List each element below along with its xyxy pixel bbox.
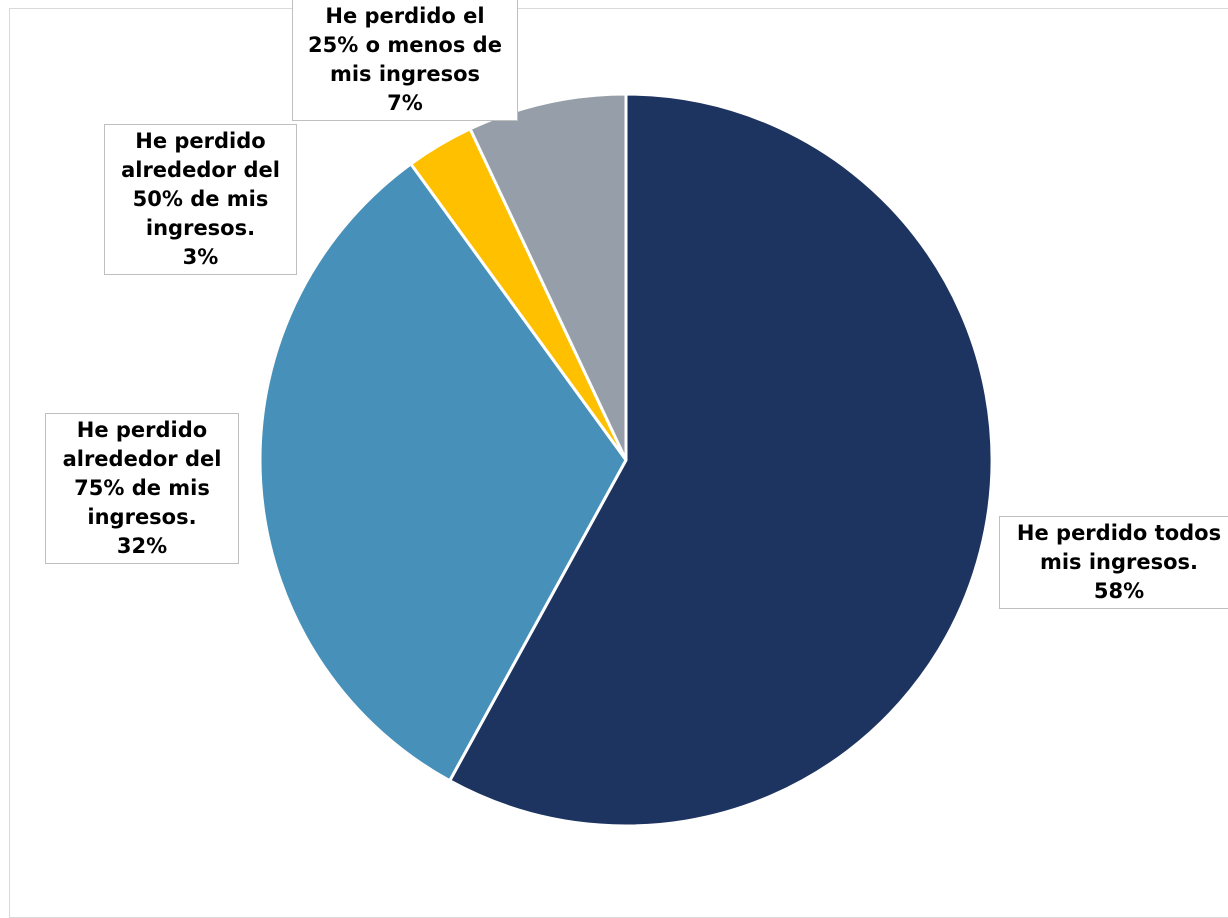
data-label-75: He perdido alrededor del 75% de mis ingr… xyxy=(45,413,239,564)
data-label-50-text: He perdido alrededor del 50% de mis ingr… xyxy=(121,129,280,240)
pie-slice-4 xyxy=(468,92,628,462)
data-label-50: He perdido alrededor del 50% de mis ingr… xyxy=(104,124,297,275)
data-label-25-value: 7% xyxy=(387,91,423,115)
data-label-todos: He perdido todos mis ingresos. 58% xyxy=(999,516,1228,609)
data-label-75-value: 32% xyxy=(116,534,168,558)
data-label-75-text: He perdido alrededor del 75% de mis ingr… xyxy=(62,418,222,529)
pie-slice-1 xyxy=(448,92,994,828)
data-label-todos-text: He perdido todos mis ingresos. xyxy=(1016,521,1222,574)
data-label-50-value: 3% xyxy=(182,245,219,269)
data-label-25-text: He perdido el 25% o menos de mis ingreso… xyxy=(308,4,502,86)
pie-slice-2 xyxy=(258,162,628,783)
data-label-todos-value: 58% xyxy=(1093,579,1145,603)
data-label-25: He perdido el 25% o menos de mis ingreso… xyxy=(292,0,518,121)
